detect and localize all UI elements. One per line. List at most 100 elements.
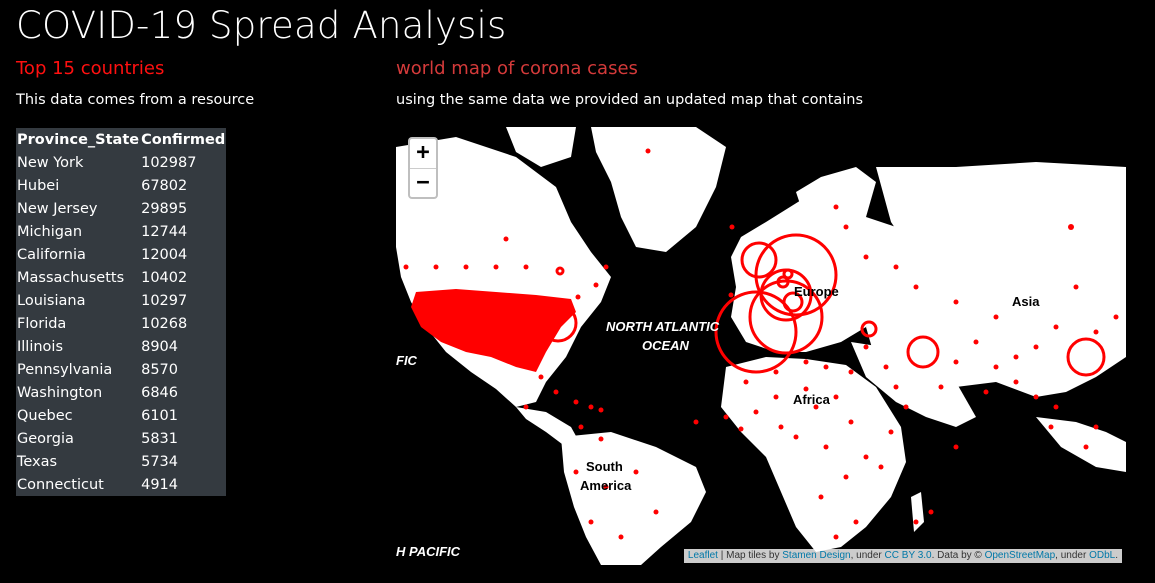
cell-confirmed: 67802	[141, 177, 188, 194]
cell-province: Massachusetts	[17, 269, 125, 286]
marker-spain	[714, 290, 798, 374]
attribution-text: . Data by ©	[931, 550, 985, 561]
cell-province: Louisiana	[17, 292, 86, 309]
map-attribution: Leaflet | Map tiles by Stamen Design, un…	[683, 549, 1122, 563]
cell-confirmed: 10297	[141, 292, 188, 309]
table-row: Massachusetts 10402	[16, 266, 226, 289]
marker-belgium	[776, 275, 790, 289]
ccby-link[interactable]: CC BY 3.0	[884, 550, 932, 561]
cell-province: Quebec	[17, 407, 73, 424]
label-north-atlantic-1: NORTH ATLANTIC	[606, 319, 720, 334]
marker-italy	[748, 279, 824, 355]
cell-province: Georgia	[17, 430, 74, 447]
land-southeast-asia	[1036, 417, 1126, 472]
table-row: Louisiana 10297	[16, 289, 226, 312]
small-markers	[403, 148, 1119, 540]
cell-confirmed: 102987	[141, 154, 197, 171]
world-map-description: using the same data we provided an updat…	[396, 92, 864, 108]
attribution-text: , under	[1055, 550, 1090, 561]
cell-confirmed: 5734	[141, 453, 178, 470]
cell-confirmed: 4914	[141, 476, 178, 493]
cell-province: California	[17, 246, 86, 263]
table-row: Washington 6846	[16, 381, 226, 404]
label-south-america-2: America	[580, 478, 632, 493]
table-row: Georgia 5831	[16, 427, 226, 450]
label-south-pacific: H PACIFIC	[396, 544, 461, 559]
land-middle-east	[851, 342, 976, 427]
table-row: Quebec 6101	[16, 404, 226, 427]
land-arctic-islands	[506, 127, 576, 167]
table-row: Connecticut 4914	[16, 473, 226, 496]
marker-new-york	[538, 303, 578, 343]
label-south-america-1: South	[586, 459, 623, 474]
table-row: Hubei 67802	[16, 174, 226, 197]
table-row: Michigan 12744	[16, 220, 226, 243]
world-map[interactable]: + − NORTH ATLANTIC OCEAN FIC H PACIFIC E…	[396, 127, 1126, 565]
table-row: Illinois 8904	[16, 335, 226, 358]
cell-province: Illinois	[17, 338, 64, 355]
table-row: California 12004	[16, 243, 226, 266]
table-header-row: Province_State Confirmed	[16, 128, 226, 151]
label-asia: Asia	[1012, 294, 1040, 309]
marker-turkey	[860, 320, 878, 338]
label-africa: Africa	[793, 392, 830, 407]
cell-province: Hubei	[17, 177, 60, 194]
cell-confirmed: 6846	[141, 384, 178, 401]
marker-netherlands	[782, 268, 794, 280]
land-europe	[731, 197, 916, 352]
cell-province: Pennsylvania	[17, 361, 113, 378]
label-pacific-left: FIC	[396, 353, 417, 368]
cell-confirmed: 10268	[141, 315, 188, 332]
column-header-province: Province_State	[17, 131, 140, 148]
cell-confirmed: 8570	[141, 361, 178, 378]
marker-germany	[754, 233, 838, 317]
land-africa	[721, 357, 906, 552]
cell-confirmed: 12004	[141, 246, 188, 263]
attribution-text: | Map tiles by	[717, 550, 783, 561]
cell-province: Michigan	[17, 223, 83, 240]
label-europe: Europe	[794, 284, 839, 299]
cell-confirmed: 12744	[141, 223, 188, 240]
cell-province: New Jersey	[17, 200, 98, 217]
odbl-link[interactable]: ODbL	[1089, 550, 1116, 561]
top-countries-table: Province_State Confirmed New York 102987 …	[16, 128, 227, 496]
case-markers	[538, 233, 1106, 377]
cell-confirmed: 10402	[141, 269, 188, 286]
zoom-out-button[interactable]: −	[416, 170, 430, 195]
stamen-link[interactable]: Stamen Design	[782, 550, 851, 561]
us-cases-cluster	[411, 289, 576, 372]
marker-canada	[555, 266, 565, 276]
marker-iran	[906, 335, 940, 369]
top-countries-description: This data comes from a resource	[16, 92, 255, 108]
attribution-text: , under	[850, 550, 885, 561]
label-north-atlantic-2: OCEAN	[642, 338, 689, 353]
marker-switzerland	[782, 291, 804, 313]
cell-confirmed: 6101	[141, 407, 178, 424]
table-row: Texas 5734	[16, 450, 226, 473]
attribution-text: .	[1115, 550, 1118, 561]
land-madagascar	[911, 492, 924, 532]
marker-hubei	[1066, 337, 1106, 377]
table-row: New Jersey 29895	[16, 197, 226, 220]
zoom-in-button[interactable]: +	[410, 139, 436, 169]
map-tiles[interactable]	[396, 127, 1126, 565]
page-title: COVID-19 Spread Analysis	[16, 4, 507, 47]
land-greenland	[591, 127, 726, 252]
cell-confirmed: 5831	[141, 430, 178, 447]
table-row: Florida 10268	[16, 312, 226, 335]
cell-province: Washington	[17, 384, 103, 401]
table-row: Pennsylvania 8570	[16, 358, 226, 381]
cell-province: Connecticut	[17, 476, 104, 493]
cell-confirmed: 29895	[141, 200, 188, 217]
cell-province: Florida	[17, 315, 67, 332]
zoom-control: + −	[408, 137, 438, 199]
land-south-america	[561, 432, 706, 565]
cell-province: Texas	[17, 453, 58, 470]
world-map-heading: world map of corona cases	[396, 58, 638, 79]
marker-uk	[740, 241, 778, 279]
leaflet-link[interactable]: Leaflet	[687, 550, 718, 561]
top-countries-heading: Top 15 countries	[16, 58, 165, 79]
osm-link[interactable]: OpenStreetMap	[984, 550, 1056, 561]
cell-province: New York	[17, 154, 84, 171]
column-header-confirmed: Confirmed	[141, 131, 226, 148]
